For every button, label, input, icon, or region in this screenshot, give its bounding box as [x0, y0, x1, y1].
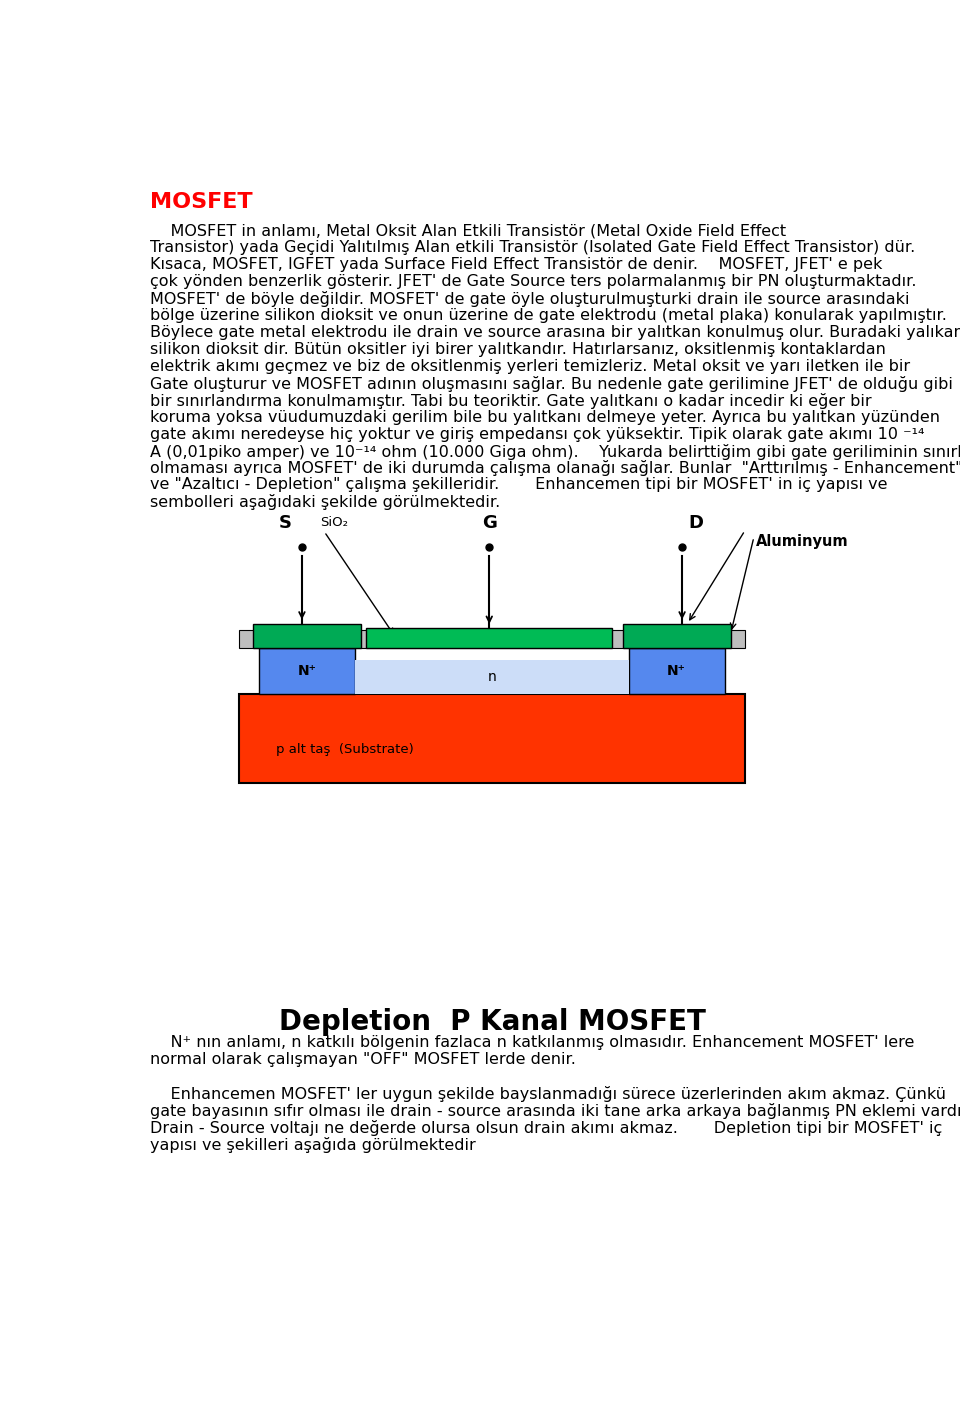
- Text: MOSFET' de böyle değildir. MOSFET' de gate öyle oluşturulmuşturki drain ile sour: MOSFET' de böyle değildir. MOSFET' de ga…: [150, 291, 909, 307]
- Text: SiO₂: SiO₂: [321, 516, 348, 530]
- Text: N⁺: N⁺: [667, 664, 686, 678]
- Text: çok yönden benzerlik gösterir. JFET' de Gate Source ters polarmalanmış bir PN ol: çok yönden benzerlik gösterir. JFET' de …: [150, 274, 916, 288]
- Text: D: D: [688, 513, 703, 531]
- Bar: [367, 628, 612, 648]
- Text: MOSFET in anlamı, Metal Oksit Alan Etkili Transistör (Metal Oxide Field Effect: MOSFET in anlamı, Metal Oksit Alan Etkil…: [150, 223, 786, 239]
- Text: elektrik akımı geçmez ve biz de oksitlenmiş yerleri temizleriz. Metal oksit ve y: elektrik akımı geçmez ve biz de oksitlen…: [150, 358, 910, 374]
- Text: Gate oluşturur ve MOSFET adının oluşmasını sağlar. Bu nedenle gate gerilimine JF: Gate oluşturur ve MOSFET adının oluşması…: [150, 375, 952, 392]
- Text: olmaması ayrıca MOSFET' de iki durumda çalışma olanağı sağlar. Bunlar  "Arttırıl: olmaması ayrıca MOSFET' de iki durumda ç…: [150, 460, 960, 476]
- Text: Drain - Source voltajı ne değerde olursa olsun drain akımı akmaz.       Depletio: Drain - Source voltajı ne değerde olursa…: [150, 1120, 942, 1135]
- Bar: [622, 624, 731, 648]
- Text: bölge üzerine silikon dioksit ve onun üzerine de gate elektrodu (metal plaka) ko: bölge üzerine silikon dioksit ve onun üz…: [150, 308, 947, 323]
- Text: yapısı ve şekilleri aşağıda görülmektedir: yapısı ve şekilleri aşağıda görülmektedi…: [150, 1137, 475, 1152]
- Text: n: n: [488, 669, 496, 684]
- Text: Aluminyum: Aluminyum: [756, 534, 849, 549]
- Text: normal olarak çalışmayan "OFF" MOSFET lerde denir.: normal olarak çalışmayan "OFF" MOSFET le…: [150, 1052, 576, 1067]
- Bar: [239, 693, 745, 783]
- Text: p alt taş  (Substrate): p alt taş (Substrate): [276, 743, 414, 756]
- Text: gate akımı neredeyse hiç yoktur ve giriş empedansı çok yüksektir. Tipik olarak g: gate akımı neredeyse hiç yoktur ve giriş…: [150, 426, 924, 442]
- Bar: [629, 648, 725, 693]
- Text: sembolleri aşağıdaki şekilde görülmektedir.: sembolleri aşağıdaki şekilde görülmekted…: [150, 495, 500, 510]
- Text: ve "Azaltıcı - Depletion" çalışma şekilleridir.       Enhancemen tipi bir MOSFET: ve "Azaltıcı - Depletion" çalışma şekill…: [150, 477, 887, 493]
- Text: A (0,01piko amper) ve 10⁻¹⁴ ohm (10.000 Giga ohm).    Yukarda belirttiğim gibi g: A (0,01piko amper) ve 10⁻¹⁴ ohm (10.000 …: [150, 443, 960, 459]
- Text: Depletion  P Kanal MOSFET: Depletion P Kanal MOSFET: [278, 1007, 706, 1036]
- Text: MOSFET: MOSFET: [150, 192, 252, 212]
- Text: N⁺: N⁺: [298, 664, 317, 678]
- Text: S: S: [279, 513, 292, 531]
- Text: Transistor) yada Geçidi Yalıtılmış Alan etkili Transistör (Isolated Gate Field E: Transistor) yada Geçidi Yalıtılmış Alan …: [150, 240, 915, 254]
- Text: gate bayasının sıfır olması ile drain - source arasında iki tane arka arkaya bağ: gate bayasının sıfır olması ile drain - …: [150, 1103, 960, 1118]
- Text: N⁺ nın anlamı, n katkılı bölgenin fazlaca n katkılanmış olmasıdır. Enhancement M: N⁺ nın anlamı, n katkılı bölgenin fazlac…: [150, 1034, 914, 1050]
- Text: G: G: [482, 513, 496, 531]
- Bar: [259, 648, 355, 693]
- Text: koruma yoksa vüudumuzdaki gerilim bile bu yalıtkanı delmeye yeter. Ayrıca bu yal: koruma yoksa vüudumuzdaki gerilim bile b…: [150, 409, 940, 425]
- Bar: [355, 661, 629, 693]
- Bar: [239, 630, 745, 648]
- Text: Böylece gate metal elektrodu ile drain ve source arasına bir yalıtkan konulmuş o: Böylece gate metal elektrodu ile drain v…: [150, 325, 960, 340]
- Bar: [253, 624, 362, 648]
- Text: Kısaca, MOSFET, IGFET yada Surface Field Effect Transistör de denir.    MOSFET, : Kısaca, MOSFET, IGFET yada Surface Field…: [150, 257, 882, 271]
- Text: Enhancemen MOSFET' ler uygun şekilde bayslanmadığı sürece üzerlerinden akım akma: Enhancemen MOSFET' ler uygun şekilde bay…: [150, 1086, 946, 1101]
- Text: silikon dioksit dir. Bütün oksitler iyi birer yalıtkandır. Hatırlarsanız, oksitl: silikon dioksit dir. Bütün oksitler iyi …: [150, 342, 886, 357]
- Text: bir sınırlandırma konulmamıştır. Tabi bu teoriktir. Gate yalıtkanı o kadar inced: bir sınırlandırma konulmamıştır. Tabi bu…: [150, 392, 872, 409]
